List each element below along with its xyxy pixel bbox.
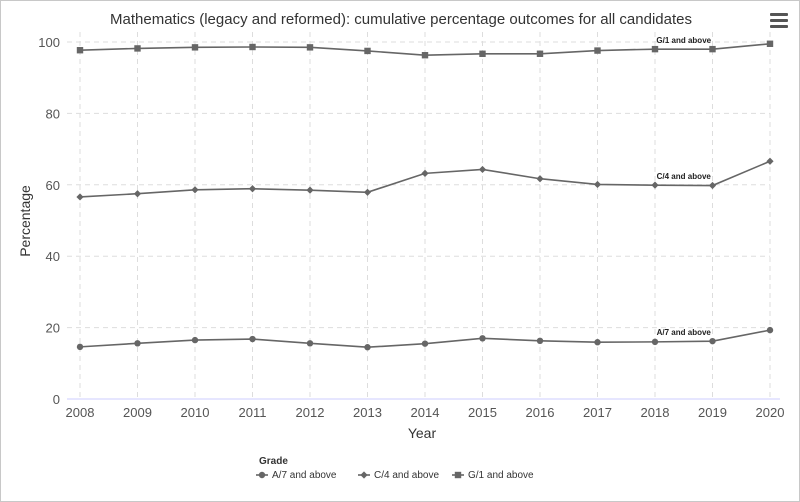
- x-axis-title: Year: [408, 425, 437, 441]
- data-point: [364, 344, 371, 351]
- x-tick-label: 2010: [181, 405, 210, 420]
- legend-label: C/4 and above: [374, 470, 439, 481]
- data-point: [766, 326, 774, 334]
- data-point: [133, 190, 142, 198]
- data-point: [306, 44, 314, 51]
- data-point: [191, 44, 199, 51]
- x-tick-label: 2018: [641, 405, 670, 420]
- legend-item[interactable]: G/1 and above: [452, 470, 534, 481]
- data-point: [249, 335, 256, 343]
- legend-title: Grade: [259, 456, 288, 467]
- data-point: [248, 185, 257, 193]
- data-point: [766, 40, 774, 47]
- x-tick-label: 2009: [123, 405, 152, 420]
- data-point: [421, 169, 429, 177]
- data-point: [478, 165, 487, 174]
- axes: 0 20 40 60 80 100 2008 2009 2010 2011 2012 2013 2014…: [38, 35, 784, 420]
- data-point: [593, 180, 602, 189]
- legend-marker: [454, 471, 462, 479]
- data-point: [306, 340, 314, 347]
- data-point: [249, 43, 256, 51]
- series-group: A/7 and above C/4 and above G/1 and above: [76, 36, 774, 351]
- data-point: [479, 50, 486, 57]
- x-tick-label: 2019: [698, 405, 727, 420]
- data-point: [76, 343, 84, 351]
- data-point: [76, 47, 84, 54]
- legend-label: G/1 and above: [468, 470, 534, 481]
- x-tick-label: 2013: [353, 405, 382, 420]
- series-1: C/4 and above: [76, 157, 774, 201]
- x-tick-label: 2020: [756, 405, 785, 420]
- y-tick-label: 20: [46, 321, 60, 336]
- x-tick-label: 2017: [583, 405, 612, 420]
- data-point: [766, 157, 774, 165]
- legend-marker: [360, 471, 368, 479]
- grid-lines: [67, 32, 771, 399]
- data-point: [134, 45, 141, 52]
- data-point: [364, 47, 371, 55]
- data-point: [651, 45, 659, 53]
- series-data-label: C/4 and above: [657, 172, 712, 181]
- y-tick-label: 80: [46, 106, 60, 121]
- data-point: [594, 339, 601, 346]
- hamburger-menu-icon[interactable]: [770, 13, 788, 29]
- x-tick-label: 2015: [468, 405, 497, 420]
- data-point: [709, 45, 716, 53]
- series-0: A/7 and above: [76, 326, 774, 351]
- series-data-label: G/1 and above: [656, 36, 711, 45]
- y-tick-label: 100: [38, 35, 60, 50]
- legend-item[interactable]: C/4 and above: [358, 470, 439, 481]
- x-tick-label: 2008: [66, 405, 95, 420]
- y-tick-label: 60: [46, 178, 60, 193]
- legend-label: A/7 and above: [272, 470, 337, 481]
- legend: Grade A/7 and above C/4 and above G/1 and …: [256, 456, 534, 481]
- x-tick-label: 2016: [526, 405, 555, 420]
- x-tick-label: 2014: [411, 405, 440, 420]
- y-axis-title: Percentage: [17, 185, 33, 257]
- legend-marker: [258, 471, 266, 479]
- data-point: [709, 337, 716, 345]
- data-point: [536, 337, 544, 345]
- data-point: [594, 47, 601, 54]
- data-point: [651, 338, 659, 346]
- data-point: [76, 193, 84, 201]
- data-point: [536, 50, 544, 57]
- data-point: [651, 181, 659, 189]
- data-point: [363, 188, 372, 196]
- data-point: [536, 175, 544, 183]
- legend-item[interactable]: A/7 and above: [256, 470, 337, 481]
- data-point: [191, 336, 199, 344]
- data-point: [421, 340, 429, 347]
- data-point: [708, 181, 717, 190]
- data-point: [134, 340, 141, 347]
- y-tick-label: 40: [46, 249, 60, 264]
- x-tick-label: 2012: [296, 405, 325, 420]
- chart-title: Mathematics (legacy and reformed): cumul…: [110, 11, 692, 28]
- y-tick-label: 0: [53, 392, 60, 407]
- data-point: [479, 335, 486, 342]
- data-point: [191, 186, 199, 194]
- data-point: [306, 186, 314, 194]
- series-2: G/1 and above: [76, 36, 774, 59]
- data-point: [421, 52, 429, 59]
- x-tick-label: 2011: [239, 405, 267, 420]
- series-data-label: A/7 and above: [657, 328, 712, 337]
